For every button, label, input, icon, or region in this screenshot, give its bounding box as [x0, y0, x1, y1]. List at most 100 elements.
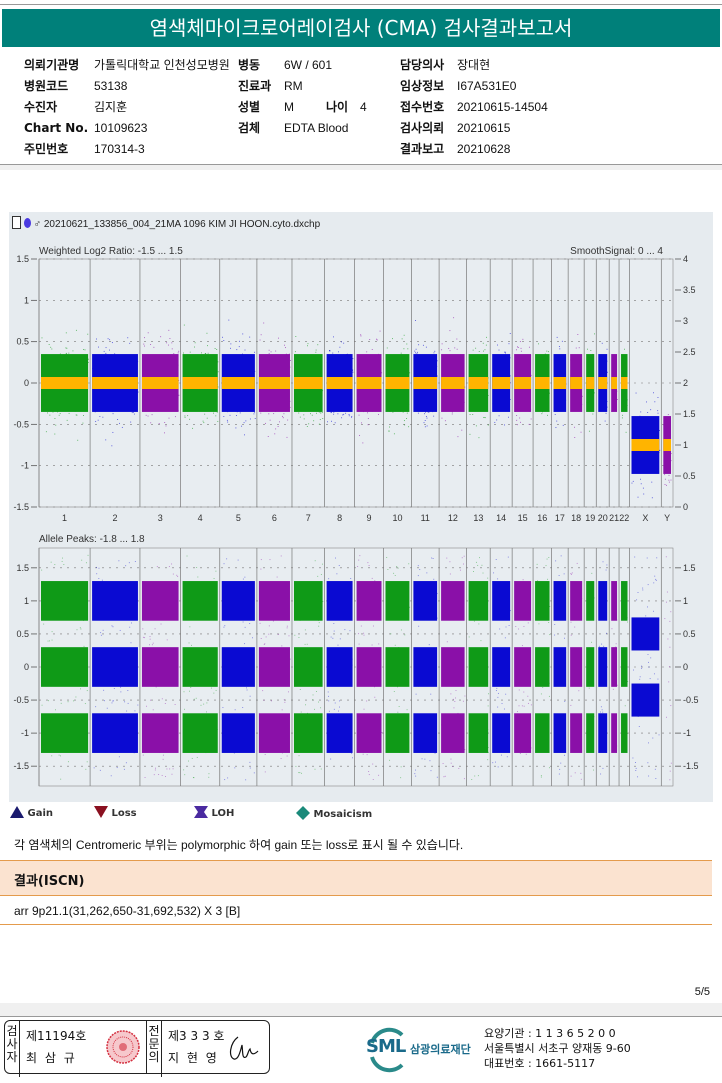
- log2-dot: [484, 349, 486, 351]
- allele-dot: [268, 625, 270, 627]
- allele-dot: [176, 574, 178, 576]
- allele-dot: [670, 762, 672, 764]
- log2-dot: [546, 350, 548, 352]
- allele-dot: [560, 555, 562, 557]
- log2-dot: [54, 433, 56, 435]
- allele-dot: [648, 661, 649, 663]
- allele-dot: [328, 700, 330, 702]
- allele-dot: [223, 563, 225, 565]
- allele-dot: [224, 779, 226, 781]
- chrom-label: 12: [448, 513, 458, 523]
- log2-dot: [66, 347, 68, 349]
- allele-dot: [615, 646, 617, 648]
- allele-dot: [495, 690, 497, 692]
- allele-dot: [655, 578, 657, 580]
- log2-dot: [556, 336, 558, 338]
- allele-dot: [669, 779, 671, 781]
- allele-dot: [171, 563, 173, 565]
- log2-dot: [386, 347, 388, 349]
- allele-dot: [328, 710, 330, 712]
- allele-band-chr9: [356, 647, 382, 687]
- allele-dot: [527, 702, 529, 704]
- logo-text: SML: [366, 1036, 406, 1057]
- allele-dot: [578, 690, 580, 692]
- allele-dot: [443, 776, 445, 778]
- top-border: [0, 4, 722, 5]
- smooth-signal-chr10: [385, 377, 410, 389]
- allele-dot: [487, 705, 489, 707]
- allele-dot: [127, 690, 129, 692]
- allele-dot: [260, 638, 262, 639]
- log2-dot: [235, 427, 237, 429]
- log2-dot: [647, 412, 649, 414]
- log2-dot: [392, 338, 393, 340]
- allele-dot: [48, 700, 49, 702]
- allele-dot: [670, 705, 672, 707]
- allele-dot: [372, 625, 374, 627]
- smooth-signal-chr1: [41, 377, 89, 389]
- allele-dot: [80, 628, 82, 630]
- allele-dot: [154, 767, 156, 769]
- log2-dot: [72, 350, 74, 352]
- allele-dot: [192, 777, 194, 778]
- info-row: 진료과 RM: [238, 79, 303, 93]
- allele-dot: [253, 772, 255, 774]
- log2-dot: [341, 341, 342, 343]
- allele-band-chr21: [611, 647, 618, 687]
- allele-dot: [554, 634, 556, 636]
- allele-dot: [519, 753, 521, 755]
- allele-dot: [60, 702, 62, 704]
- allele-band-chr22: [621, 647, 628, 687]
- allele-dot: [338, 710, 339, 712]
- allele-dot: [398, 706, 400, 707]
- allele-dot: [670, 611, 672, 613]
- allele-band-chr18: [570, 713, 583, 753]
- log2-dot: [640, 411, 642, 413]
- log2-dot: [98, 346, 99, 348]
- log2-dot: [528, 423, 530, 425]
- log2-dot: [389, 426, 390, 428]
- allele-dot: [442, 763, 444, 764]
- smooth-signal-chr5: [221, 377, 255, 389]
- allele-dot: [488, 751, 489, 753]
- log2-dot: [593, 392, 595, 394]
- log2-dot: [562, 424, 564, 426]
- log2-dot: [241, 353, 243, 355]
- log2-dot: [144, 345, 145, 347]
- allele-dot: [142, 628, 144, 630]
- allele-dot: [301, 772, 303, 774]
- allele-dot: [93, 767, 95, 769]
- log2-dot: [416, 351, 418, 353]
- allele-dot: [406, 709, 408, 711]
- allele-dot: [436, 776, 438, 778]
- allele-dot: [570, 634, 572, 636]
- allele-dot: [521, 645, 523, 647]
- allele-dot: [330, 636, 332, 638]
- centromeric-note: 각 염색체의 Centromeric 부위는 polymorphic 하여 ga…: [14, 838, 464, 852]
- allele-dot: [144, 777, 146, 778]
- log2-dot: [111, 445, 113, 447]
- allele-dot: [627, 621, 628, 623]
- log2-dot: [657, 397, 659, 398]
- log2-dot: [244, 349, 246, 351]
- allele-dot: [458, 767, 460, 769]
- allele-dot: [162, 754, 164, 756]
- log2-dot: [229, 414, 231, 416]
- smooth-signal-chr18: [570, 377, 583, 389]
- log2-dot: [333, 336, 334, 338]
- log2-dot: [424, 426, 426, 428]
- allele-band-chr7: [293, 647, 323, 687]
- allele-dot: [372, 779, 374, 780]
- chrom-label: Y: [664, 513, 670, 523]
- allele-dot: [130, 642, 132, 644]
- allele-dot: [206, 702, 208, 704]
- allele-dot: [63, 564, 65, 565]
- allele-dot: [616, 684, 618, 686]
- log2-dot: [482, 342, 484, 344]
- allele-dot: [521, 705, 523, 707]
- chart-filename: 20210621_133856_004_21MA 1096 KIM JI HOO…: [43, 219, 321, 230]
- log2-dot: [133, 413, 135, 415]
- allele-dot: [473, 571, 474, 572]
- log2-dot: [606, 348, 608, 350]
- allele-dot: [249, 767, 251, 769]
